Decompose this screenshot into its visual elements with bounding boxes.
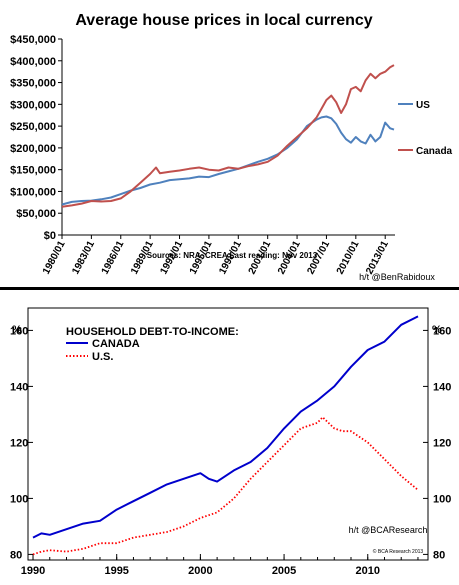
chart1-legend-label: US xyxy=(416,100,430,111)
chart1-x-tick-label: 2010/01 xyxy=(335,239,362,276)
chart2-y-tick-label-left: 140 xyxy=(10,381,28,393)
chart1-y-tick-label: $300,000 xyxy=(10,99,56,111)
chart1-title: Average house prices in local currency xyxy=(75,12,372,29)
chart1-y-tick-label: $0 xyxy=(44,230,56,242)
chart1-legend-label: Canada xyxy=(416,146,453,157)
chart2-legend-label: CANADA xyxy=(92,338,140,350)
chart2-plot-frame xyxy=(27,307,429,561)
chart2-y-tick-label-left: 160 xyxy=(10,325,28,337)
chart2-x-tick-label: 2010 xyxy=(356,565,380,577)
chart2-y-tick-label-right: 120 xyxy=(433,437,451,449)
chart2-credit: h/t @BCAResearch xyxy=(349,525,428,535)
chart1-y-tick-label: $450,000 xyxy=(10,34,56,46)
chart1-series-us xyxy=(61,115,395,206)
chart2-y-tick-label-right: 140 xyxy=(433,381,451,393)
chart1-y-tick-label: $50,000 xyxy=(16,208,56,220)
chart2-series-us xyxy=(32,416,419,556)
chart2-x-tick-label: 2000 xyxy=(188,565,212,577)
chart2-y-tick-label-right: 100 xyxy=(433,493,451,505)
chart2-x-tick-label: 1990 xyxy=(21,565,45,577)
chart1-y-tick-label: $350,000 xyxy=(10,78,56,90)
chart1-source-note: Sources: NRA, CREA Last reading: Nov 201… xyxy=(147,251,318,260)
chart1-y-tick-label: $400,000 xyxy=(10,56,56,68)
chart2-y-tick-label-right: 160 xyxy=(433,325,451,337)
chart2-y-tick-label-left: 80 xyxy=(10,549,22,561)
debt-to-income-chart-svg: 80 80 100 100 120 120 140 140 160 160 1990 1995 2000… xyxy=(10,307,451,577)
chart2-x-tick-label: 1995 xyxy=(104,565,128,577)
house-price-chart: Average house prices in local currency $… xyxy=(0,0,459,287)
chart2-series-canada xyxy=(32,315,419,539)
chart1-y-tick-label: $100,000 xyxy=(10,186,56,198)
chart2-copyright: © BCA Research 2013 xyxy=(373,548,424,555)
chart1-x-tick-label: 1983/01 xyxy=(70,239,97,276)
chart2-y-tick-label-left: 120 xyxy=(10,437,28,449)
chart1-credit: h/t @BenRabidoux xyxy=(359,272,435,282)
chart1-y-tick-label: $200,000 xyxy=(10,143,56,155)
debt-to-income-chart: 80 80 100 100 120 120 140 140 160 160 1990 1995 2000… xyxy=(0,290,459,585)
chart1-x-tick-label: 2013/01 xyxy=(364,239,391,276)
house-price-chart-svg: Average house prices in local currency $… xyxy=(10,12,453,282)
chart2-legend-label: U.S. xyxy=(92,351,113,363)
chart2-right-unit: % xyxy=(432,324,442,336)
chart1-y-tick-label: $250,000 xyxy=(10,121,56,133)
chart2-y-tick-label-right: 80 xyxy=(433,549,445,561)
chart2-legend-title: HOUSEHOLD DEBT-TO-INCOME: xyxy=(66,326,239,338)
chart1-series-canada xyxy=(61,64,395,208)
chart1-x-tick-label: 1980/01 xyxy=(41,239,68,276)
chart2-left-unit: % xyxy=(12,324,22,336)
chart1-x-tick-label: 1986/01 xyxy=(100,239,127,276)
chart2-y-tick-label-left: 100 xyxy=(10,493,28,505)
chart2-x-tick-label: 2005 xyxy=(272,565,296,577)
chart1-y-tick-label: $150,000 xyxy=(10,165,56,177)
